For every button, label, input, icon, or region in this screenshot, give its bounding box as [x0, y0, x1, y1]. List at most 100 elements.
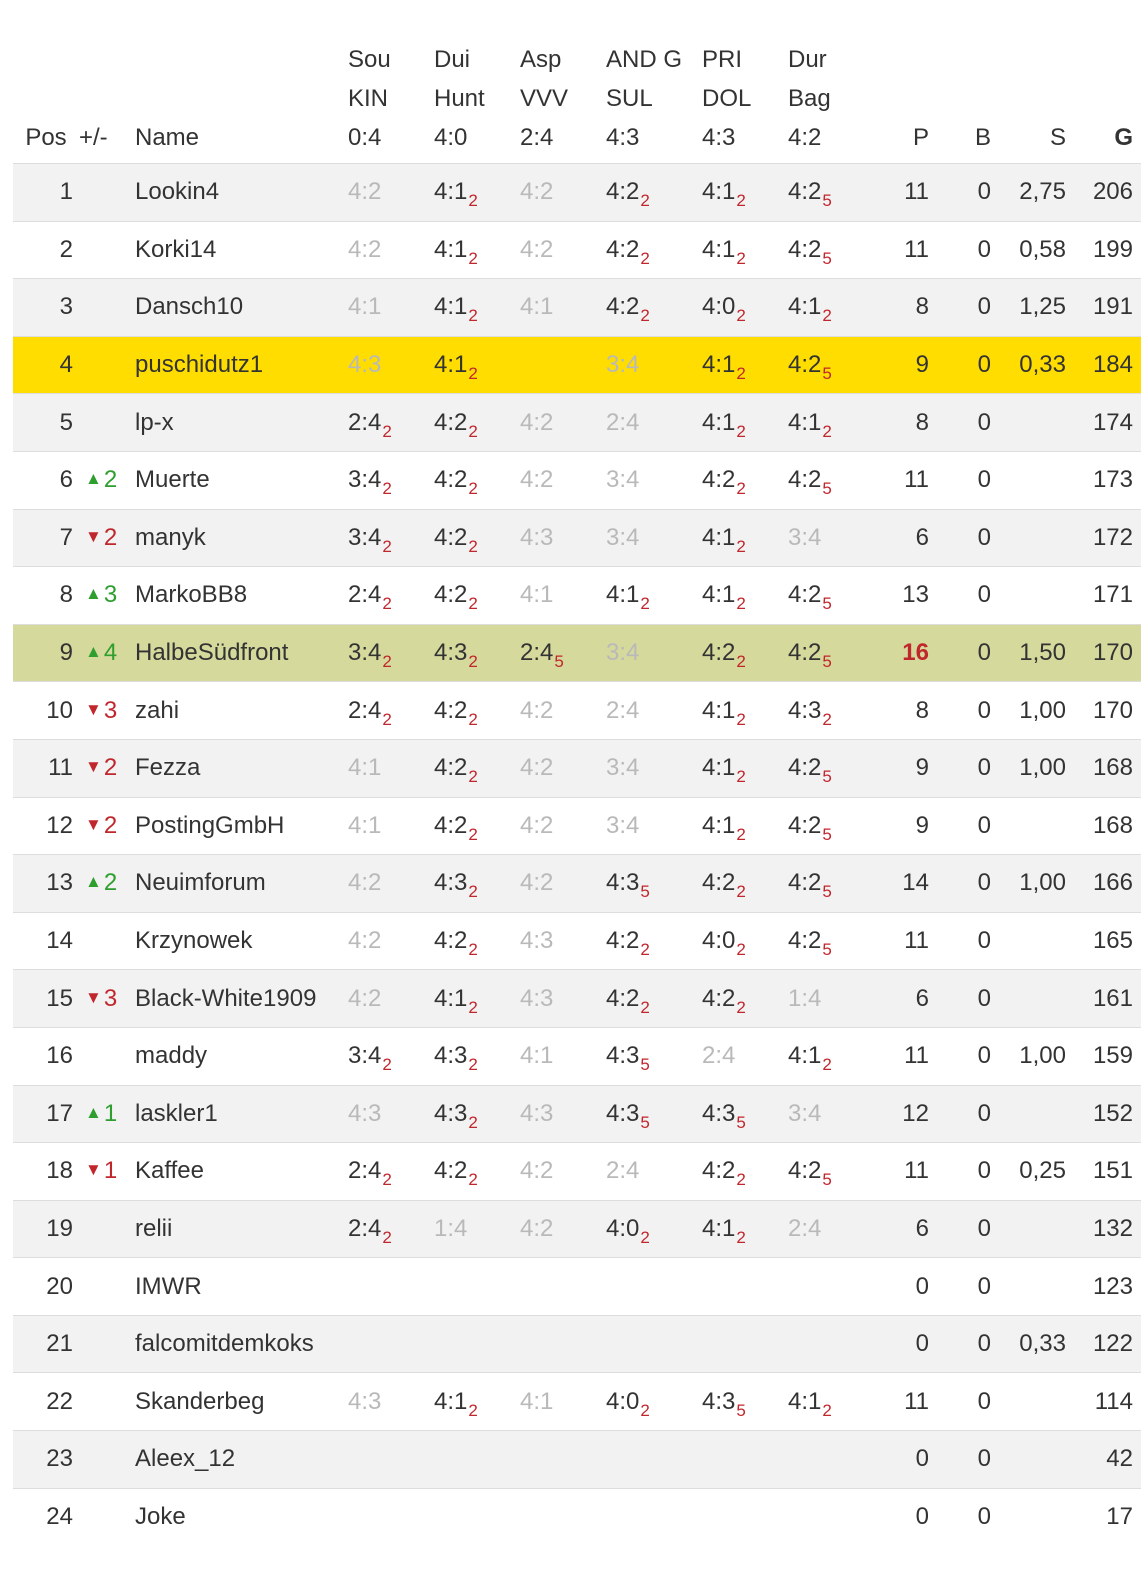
table-row[interactable]: 4 puschidutz1 4:3 4:12 3:4 4:12 4:25 9 0 0,33 184	[13, 335, 1141, 394]
tip-score: 3:4	[788, 1099, 822, 1127]
player-name[interactable]: lp-x	[135, 393, 348, 452]
player-name[interactable]: manyk	[135, 508, 348, 567]
tip-cell: 4:22	[702, 969, 788, 1028]
tip-cell: 4:22	[702, 1142, 788, 1201]
tip-score: 4:3	[434, 1042, 468, 1070]
col-header-change[interactable]: +/-	[79, 124, 108, 151]
tip-score: 4:2	[606, 293, 640, 321]
tip-cell: 4:25	[788, 220, 874, 279]
tip-cell	[348, 1487, 434, 1546]
player-name[interactable]: Neuimforum	[135, 854, 348, 913]
tip-cell: 4:35	[702, 1372, 788, 1431]
col-header-match-6[interactable]: Dur Bag 4:2	[788, 40, 874, 164]
change-cell: ▼1	[79, 1142, 135, 1201]
player-name[interactable]: Dansch10	[135, 278, 348, 337]
tip-cell: 4:12	[702, 1199, 788, 1258]
player-name[interactable]: Skanderbeg	[135, 1372, 348, 1431]
table-row[interactable]: 2 Korki14 4:2 4:12 4:2 4:22 4:12 4:25 11 0 0,58 199	[13, 220, 1141, 279]
player-name[interactable]: zahi	[135, 681, 348, 740]
tip-cell: 2:42	[348, 1142, 434, 1201]
player-name[interactable]: HalbeSüdfront	[135, 623, 348, 682]
col-header-pos[interactable]: Pos	[25, 124, 67, 151]
col-header-points[interactable]: P	[912, 124, 929, 151]
player-name[interactable]: Joke	[135, 1487, 348, 1546]
col-header-name[interactable]: Name	[135, 124, 200, 151]
table-row[interactable]: 22 Skanderbeg 4:3 4:12 4:1 4:02 4:35 4:12 11 0 114	[13, 1372, 1141, 1431]
tip-points: 5	[822, 364, 832, 384]
player-name[interactable]: Krzynowek	[135, 911, 348, 970]
tip-cell: 4:12	[788, 393, 874, 452]
table-row[interactable]: 8 ▲3 MarkoBB8 2:42 4:22 4:1 4:12 4:12 4:25 13 0 171	[13, 566, 1141, 625]
table-row[interactable]: 16 maddy 3:42 4:32 4:1 4:35 2:4 4:12 11 0 1,00 159	[13, 1026, 1141, 1085]
player-name[interactable]: Black-White1909	[135, 969, 348, 1028]
player-name[interactable]: maddy	[135, 1026, 348, 1085]
table-row[interactable]: 17 ▲1 laskler1 4:3 4:32 4:3 4:35 4:35 3:4 12 0 152	[13, 1084, 1141, 1143]
col-header-match-2[interactable]: Dui Hunt 4:0	[434, 40, 520, 164]
table-row[interactable]: 18 ▼1 Kaffee 2:42 4:22 4:2 2:4 4:22 4:25 11 0 0,25 1…	[13, 1142, 1141, 1201]
table-row[interactable]: 9 ▲4 HalbeSüdfront 3:42 4:32 2:45 3:4 4:22 4:25 1…	[13, 623, 1141, 682]
position-cell: 8	[13, 566, 79, 625]
table-row[interactable]: 5 lp-x 2:42 4:22 4:2 2:4 4:12 4:12 8 0 174	[13, 393, 1141, 452]
col-header-total[interactable]: G	[1114, 124, 1133, 151]
table-row[interactable]: 13 ▲2 Neuimforum 4:2 4:32 4:2 4:35 4:22 4:25 14 0 1…	[13, 854, 1141, 913]
player-name[interactable]: Kaffee	[135, 1142, 348, 1201]
tip-points: 2	[468, 824, 478, 844]
tip-score: 4:2	[788, 351, 822, 379]
position-cell: 12	[13, 796, 79, 855]
tip-score: 4:1	[434, 293, 468, 321]
table-row[interactable]: 20 IMWR 0 0 123	[13, 1257, 1141, 1316]
table-row[interactable]: 21 falcomitdemkoks 0 0 0,33 122	[13, 1314, 1141, 1373]
player-name[interactable]: PostingGmbH	[135, 796, 348, 855]
table-row[interactable]: 6 ▲2 Muerte 3:42 4:22 4:2 3:4 4:22 4:25 11 0 173	[13, 450, 1141, 510]
table-row[interactable]: 3 Dansch10 4:1 4:12 4:1 4:22 4:02 4:12 8 0 1,25 191	[13, 278, 1141, 337]
player-name[interactable]: Muerte	[135, 450, 348, 510]
player-name[interactable]: puschidutz1	[135, 335, 348, 394]
change-value: 3	[103, 581, 118, 609]
table-row[interactable]: 10 ▼3 zahi 2:42 4:22 4:2 2:4 4:12 4:32 8 0 1,00 170	[13, 681, 1141, 740]
table-row[interactable]: 1 Lookin4 4:2 4:12 4:2 4:22 4:12 4:25 11 0 2,75 206	[13, 163, 1141, 222]
table-row[interactable]: 12 ▼2 PostingGmbH 4:1 4:22 4:2 3:4 4:12 4:25 9 0 16…	[13, 796, 1141, 855]
tip-cell: 3:4	[606, 796, 702, 855]
player-name[interactable]: laskler1	[135, 1084, 348, 1143]
tip-score: 4:2	[702, 1157, 736, 1185]
player-name[interactable]: IMWR	[135, 1257, 348, 1316]
player-name[interactable]: Fezza	[135, 738, 348, 798]
col-header-match-3[interactable]: Asp VVV 2:4	[520, 40, 606, 164]
change-value: 3	[103, 696, 118, 724]
tip-cell	[702, 1430, 788, 1489]
table-row[interactable]: 15 ▼3 Black-White1909 4:2 4:12 4:3 4:22 4:22 1:4…	[13, 969, 1141, 1028]
tip-cell	[788, 1257, 874, 1316]
tip-points: 2	[640, 306, 650, 326]
col-header-match-4[interactable]: AND G SUL 4:3	[606, 40, 702, 164]
s-cell	[999, 1199, 1074, 1258]
table-row[interactable]: 24 Joke 0 0 17	[13, 1487, 1141, 1546]
table-row[interactable]: 23 Aleex_12 0 0 42	[13, 1430, 1141, 1489]
total-cell: 172	[1074, 508, 1141, 567]
tip-cell: 4:1	[520, 278, 606, 337]
position-cell: 17	[13, 1084, 79, 1143]
col-header-match-5[interactable]: PRI DOL 4:3	[702, 40, 788, 164]
player-name[interactable]: falcomitdemkoks	[135, 1314, 348, 1373]
col-header-bonus[interactable]: B	[974, 124, 991, 151]
player-name[interactable]: relii	[135, 1199, 348, 1258]
table-row[interactable]: 19 relii 2:42 1:4 4:2 4:02 4:12 2:4 6 0 132	[13, 1199, 1141, 1258]
match-away: SUL	[606, 85, 653, 112]
tip-points: 5	[822, 652, 832, 672]
player-name[interactable]: MarkoBB8	[135, 566, 348, 625]
position-cell: 10	[13, 681, 79, 740]
table-row[interactable]: 7 ▼2 manyk 3:42 4:22 4:3 3:4 4:12 3:4 6 0 172	[13, 508, 1141, 567]
player-name[interactable]: Lookin4	[135, 163, 348, 222]
tip-cell: 4:22	[606, 969, 702, 1028]
tip-score: 3:4	[606, 523, 640, 551]
tip-points: 2	[468, 364, 478, 384]
tip-cell: 4:1	[348, 738, 434, 798]
col-header-match-1[interactable]: Sou KIN 0:4	[348, 40, 434, 164]
total-cell: 168	[1074, 738, 1141, 798]
col-header-s[interactable]: S	[1049, 124, 1066, 151]
table-row[interactable]: 14 Krzynowek 4:2 4:22 4:3 4:22 4:02 4:25 11 0 165	[13, 911, 1141, 970]
player-name[interactable]: Korki14	[135, 220, 348, 279]
player-name[interactable]: Aleex_12	[135, 1430, 348, 1489]
tip-points: 5	[736, 1112, 746, 1132]
table-row[interactable]: 11 ▼2 Fezza 4:1 4:22 4:2 3:4 4:12 4:25 9 0 1,00 168	[13, 738, 1141, 798]
total-cell: 123	[1074, 1257, 1141, 1316]
